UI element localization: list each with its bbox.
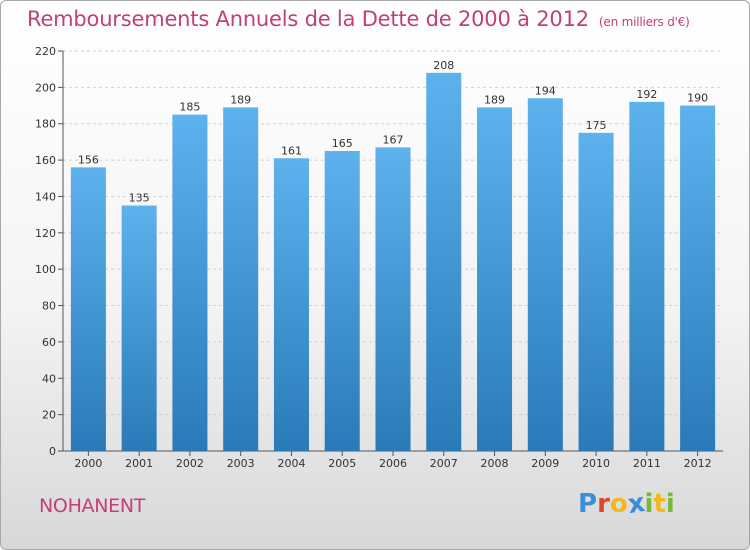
- bar-2009: [527, 98, 563, 451]
- logo-letter: x: [625, 487, 647, 521]
- bar-2008: [477, 107, 513, 451]
- bar-2001: [121, 205, 157, 451]
- bar-2002: [172, 114, 208, 452]
- bar-value-label: 189: [230, 93, 251, 106]
- x-tick-label: 2010: [582, 457, 610, 470]
- y-tick-label: 40: [42, 372, 56, 385]
- bar-2006: [375, 147, 411, 451]
- bar-value-label: 192: [636, 88, 657, 101]
- y-tick-label: 140: [35, 190, 56, 203]
- logo-letter: i: [644, 489, 654, 519]
- y-tick-label: 160: [35, 154, 56, 167]
- x-tick-label: 2005: [328, 457, 356, 470]
- y-tick-label: 220: [35, 45, 56, 58]
- unit-label: (en milliers d'€): [598, 15, 690, 29]
- bar-value-label: 185: [179, 101, 200, 114]
- logo-letter: i: [665, 489, 675, 519]
- bar-value-label: 135: [129, 192, 150, 205]
- bar-value-label: 175: [586, 119, 607, 132]
- x-tick-label: 2011: [633, 457, 661, 470]
- title-text: Remboursements Annuels de la Dette de 20…: [27, 7, 589, 31]
- x-tick-label: 2012: [684, 457, 712, 470]
- bar-2000: [70, 167, 106, 451]
- bar-value-label: 208: [433, 59, 454, 72]
- bar-2011: [629, 101, 665, 451]
- logo-letter: P: [578, 489, 598, 519]
- place-name: NOHANENT: [39, 495, 146, 517]
- bar-2004: [273, 158, 309, 452]
- bars: [70, 72, 716, 452]
- logo-letter: t: [653, 489, 666, 519]
- logo-letter: r: [597, 489, 610, 519]
- bar-value-label: 161: [281, 144, 302, 157]
- y-tick-label: 0: [49, 445, 56, 458]
- bar-value-label: 189: [484, 93, 505, 106]
- y-tick-label: 80: [42, 300, 56, 313]
- bar-value-label: 167: [383, 133, 404, 146]
- x-tick-label: 2009: [531, 457, 559, 470]
- labels: 0 20 40 60 80 100 120 140 160 180 200 220 156 2000 135…: [35, 45, 712, 470]
- x-tick-label: 2008: [481, 457, 509, 470]
- bar-2010: [578, 132, 614, 451]
- y-tick-label: 20: [42, 409, 56, 422]
- proxiti-logo[interactable]: Proxiti: [578, 487, 675, 521]
- x-tick-label: 2007: [430, 457, 458, 470]
- y-tick-label: 60: [42, 336, 56, 349]
- x-tick-label: 2002: [176, 457, 204, 470]
- x-tick-label: 2004: [277, 457, 305, 470]
- x-tick-label: 2006: [379, 457, 407, 470]
- bar-value-label: 156: [78, 153, 99, 166]
- chart-title: Remboursements Annuels de la Dette de 20…: [27, 7, 690, 31]
- bar-value-label: 190: [687, 92, 708, 105]
- x-tick-label: 2001: [125, 457, 153, 470]
- y-tick-label: 180: [35, 118, 56, 131]
- y-tick-label: 120: [35, 227, 56, 240]
- y-tick-label: 100: [35, 263, 56, 276]
- bar-2003: [223, 107, 259, 451]
- y-tick-label: 200: [35, 81, 56, 94]
- x-tick-label: 2000: [74, 457, 102, 470]
- bar-value-label: 194: [535, 84, 556, 97]
- bar-2005: [324, 151, 360, 451]
- logo-letter: o: [609, 489, 628, 519]
- x-tick-label: 2003: [227, 457, 255, 470]
- bar-2007: [426, 72, 462, 452]
- bar-2012: [680, 105, 716, 451]
- bar-value-label: 165: [332, 137, 353, 150]
